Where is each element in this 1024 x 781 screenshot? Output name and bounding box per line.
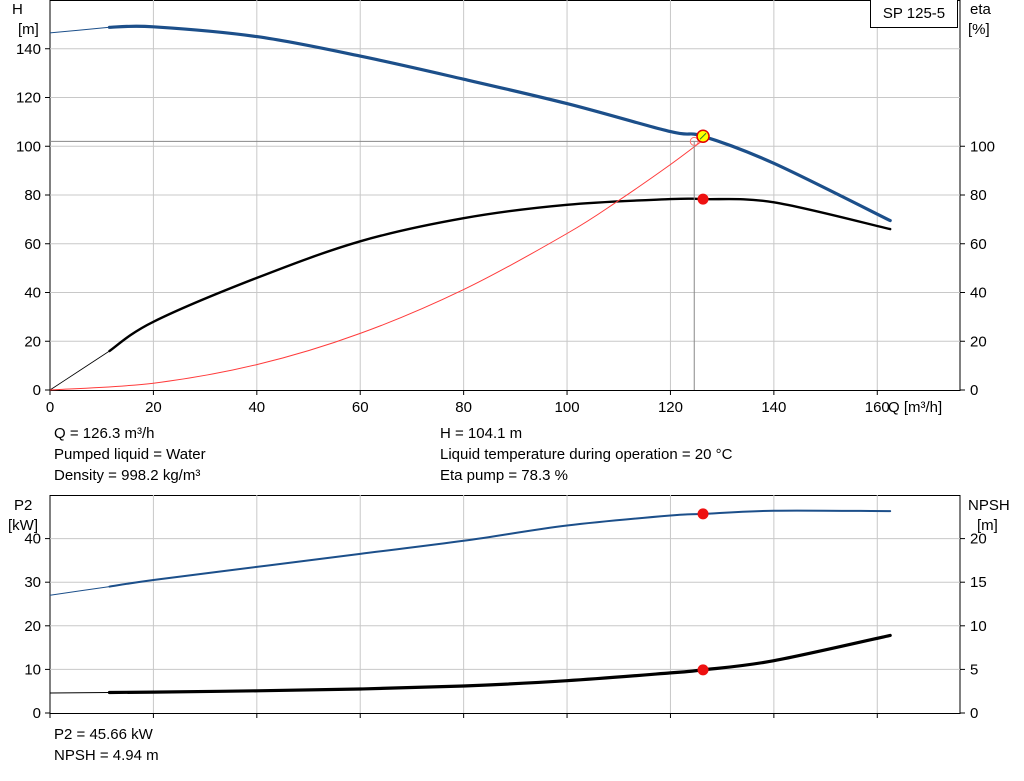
x-tick-label: 100 — [555, 399, 580, 416]
system-curve — [49, 139, 704, 391]
info-power: P2 = 45.66 kW — [54, 726, 153, 743]
top-y-tick-label-right: 60 — [970, 236, 987, 253]
x-tick-label: 120 — [658, 399, 683, 416]
top-y-tick-label-right: 100 — [970, 138, 995, 155]
efficiency-point-marker — [697, 193, 709, 205]
x-tick-label: 0 — [46, 399, 54, 416]
top-y-tick-label-right: 20 — [970, 333, 987, 350]
info-flow: Q = 126.3 m³/h — [54, 425, 155, 442]
top-y-tick-label-left: 60 — [24, 236, 41, 253]
x-tick-label: 160 — [865, 399, 890, 416]
x-tick-label: 40 — [248, 399, 265, 416]
x-tick-label: 140 — [761, 399, 786, 416]
top-y-tick-label-left: 20 — [24, 333, 41, 350]
bottom-y-tick-label-left: 0 — [33, 705, 41, 722]
bottom-y-tick-label-left: 20 — [24, 618, 41, 635]
duty-point-tick — [699, 132, 707, 140]
pump-model-label: SP 125-5 — [870, 0, 958, 28]
bottom-y-tick-label-right: 5 — [970, 661, 978, 678]
p2-curve — [108, 509, 892, 588]
p2-extrapolation — [49, 586, 110, 596]
info-density: Density = 998.2 kg/m³ — [54, 467, 201, 484]
bottom-y-tick-label-left: 40 — [24, 531, 41, 548]
bottom-y-tick-label-left: 10 — [24, 661, 41, 678]
npsh-curve — [107, 633, 892, 695]
p2-axis-label-2: [kW] — [8, 517, 38, 534]
top-y-tick-label-left: 140 — [16, 41, 41, 58]
flow-axis-label: Q [m³/h] — [888, 399, 943, 416]
top-y-tick-label-right: 40 — [970, 285, 987, 302]
top-y-tick-label-right: 80 — [970, 187, 987, 204]
head-axis-label-1: H — [12, 1, 23, 18]
top-y-tick-label-right: 0 — [970, 382, 978, 399]
eta-axis-label-1: eta — [970, 1, 991, 18]
bottom-y-tick-label-left: 30 — [24, 574, 41, 591]
info-temperature: Liquid temperature during operation = 20… — [440, 446, 733, 463]
x-tick-label: 20 — [145, 399, 162, 416]
top-y-tick-label-left: 80 — [24, 187, 41, 204]
x-tick-label: 60 — [352, 399, 369, 416]
efficiency-extrapolation — [49, 350, 110, 391]
npsh-axis-label-1: NPSH — [968, 497, 1010, 514]
top-y-tick-label-left: 120 — [16, 90, 41, 107]
npsh-point-marker — [697, 664, 709, 676]
head-extrapolation — [49, 26, 110, 34]
system-point-marker — [689, 136, 699, 146]
head-curve — [107, 24, 892, 223]
top-y-tick-label-left: 100 — [16, 138, 41, 155]
bottom-plot-frame — [49, 495, 961, 714]
bottom-y-tick-label-right: 0 — [970, 705, 978, 722]
bottom-y-tick-label-right: 20 — [970, 531, 987, 548]
p2-point-marker — [697, 508, 709, 520]
x-tick-label: 80 — [455, 399, 472, 416]
head-axis-label-2: [m] — [18, 21, 39, 38]
npsh-axis-label-2: [m] — [977, 517, 998, 534]
info-head: H = 104.1 m — [440, 425, 523, 442]
info-efficiency: Eta pump = 78.3 % — [440, 467, 568, 484]
efficiency-curve — [108, 197, 892, 353]
p2-axis-label-1: P2 — [14, 497, 33, 514]
bottom-y-tick-label-right: 15 — [970, 574, 987, 591]
bottom-y-tick-label-right: 10 — [970, 618, 987, 635]
eta-axis-label-2: [%] — [968, 21, 990, 38]
top-y-tick-label-left: 40 — [24, 285, 41, 302]
info-liquid: Pumped liquid = Water — [54, 446, 206, 463]
top-y-tick-label-left: 0 — [33, 382, 41, 399]
info-npsh: NPSH = 4.94 m — [54, 747, 159, 764]
